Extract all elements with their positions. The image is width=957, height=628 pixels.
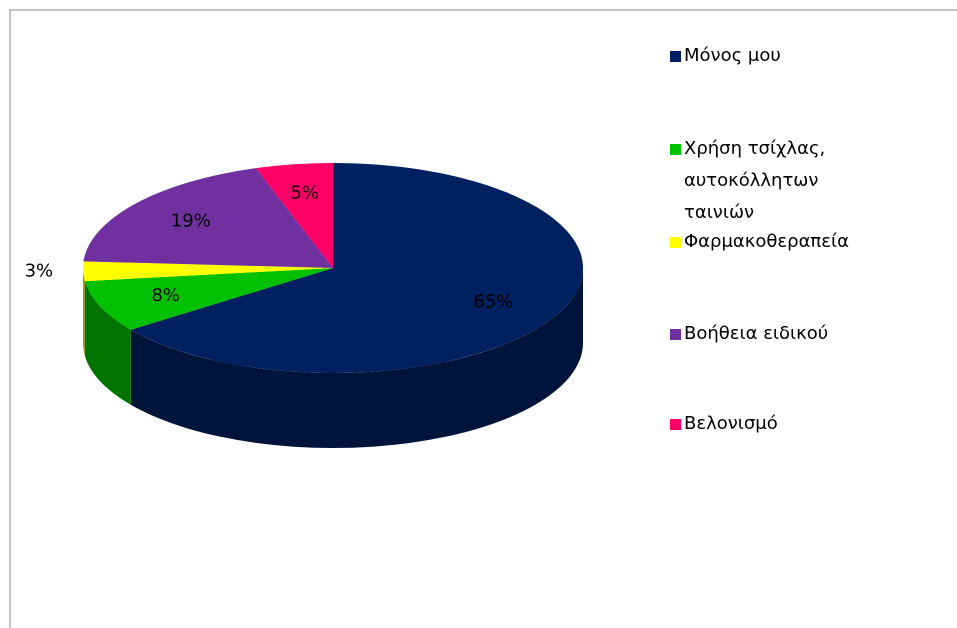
- legend-item: Χρήση τσίχλας, αυτοκόλλητων ταινιών: [670, 133, 870, 229]
- slice-side: [83, 268, 85, 357]
- legend-item: Μόνος μου: [670, 40, 870, 72]
- slice-side: [130, 268, 583, 448]
- data-label: 3%: [25, 261, 54, 282]
- legend-label: Βελονισμό: [684, 413, 778, 434]
- legend-label: Βοήθεια ειδικού: [684, 323, 829, 344]
- slice: [84, 268, 334, 330]
- data-label: 65%: [473, 291, 513, 312]
- legend-label: Φαρμακοθεραπεία: [684, 231, 849, 252]
- data-label: 5%: [291, 182, 320, 203]
- legend-label: Χρήση τσίχλας, αυτοκόλλητων ταινιών: [684, 138, 826, 223]
- legend-swatch: [670, 51, 681, 62]
- data-label: 8%: [151, 285, 180, 306]
- legend-swatch: [670, 237, 681, 248]
- legend-label: Μόνος μου: [684, 45, 781, 66]
- legend-item: Βοήθεια ειδικού: [670, 318, 870, 350]
- slice: [83, 168, 333, 268]
- legend-item: Φαρμακοθεραπεία: [670, 226, 870, 258]
- legend-swatch: [670, 419, 681, 430]
- slice: [255, 163, 333, 268]
- legend-swatch: [670, 329, 681, 340]
- frame: [9, 9, 957, 628]
- slice-side: [84, 281, 131, 405]
- slice: [83, 261, 333, 282]
- slice: [130, 163, 584, 373]
- data-label: 19%: [171, 211, 211, 232]
- legend-swatch: [670, 144, 681, 155]
- legend-item: Βελονισμό: [670, 408, 870, 440]
